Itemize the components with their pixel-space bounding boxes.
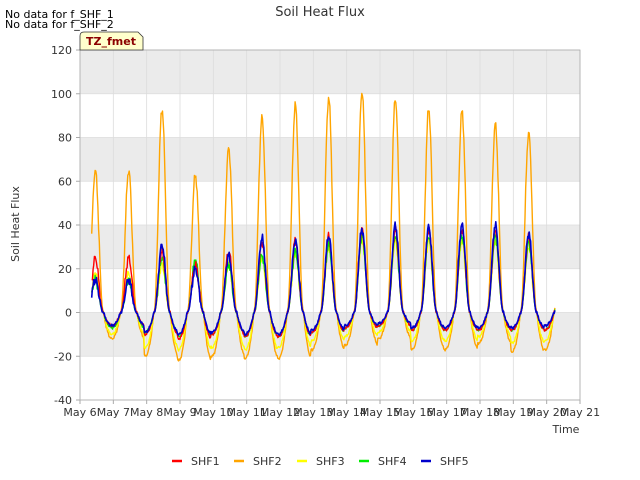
no-data-note-2: No data for f_SHF_2 (5, 18, 114, 31)
y-axis-label: Soil Heat Flux (9, 186, 22, 262)
x-tick-label: May 13 (293, 406, 333, 419)
y-tick-label: -20 (54, 350, 72, 363)
y-tick-label: 20 (58, 263, 72, 276)
axes (76, 49, 581, 404)
x-tick-label: May 9 (163, 406, 196, 419)
y-tick-label: 80 (58, 132, 72, 145)
y-tick-label: 40 (58, 219, 72, 232)
y-tick-label: 100 (51, 88, 72, 101)
x-tick-label: May 20 (527, 406, 567, 419)
y-tick-label: -40 (54, 394, 72, 407)
y-tick-label: 60 (58, 175, 72, 188)
legend-label-shf2: SHF2 (253, 455, 282, 468)
plot-band (80, 50, 580, 94)
x-axis-label: Time (552, 423, 580, 436)
legend-label-shf4: SHF4 (378, 455, 407, 468)
timezone-badge: TZ_fmet (79, 31, 144, 51)
legend-label-shf1: SHF1 (191, 455, 220, 468)
x-tick-label: May 19 (493, 406, 533, 419)
x-tick-label: May 6 (63, 406, 96, 419)
y-tick-label: 120 (51, 44, 72, 57)
series-lines (90, 92, 556, 362)
x-tick-label: May 15 (360, 406, 400, 419)
x-tick-label: May 8 (130, 406, 163, 419)
timezone-badge-label: TZ_fmet (86, 35, 136, 48)
plot-band (80, 312, 580, 357)
no-data-note-1: No data for f_SHF_1 (5, 8, 114, 21)
x-tick-label: May 12 (260, 406, 300, 419)
series-line-shf2 (91, 92, 556, 362)
plot-band (80, 137, 580, 182)
legend: SHF1 SHF2 SHF3 SHF4 SHF5 (172, 455, 469, 468)
chart-title: Soil Heat Flux (275, 5, 365, 20)
x-tick-label: May 21 (560, 406, 600, 419)
x-tick-label: May 18 (460, 406, 500, 419)
series-line-shf5 (90, 221, 556, 337)
y-tick-label: 0 (65, 307, 72, 320)
x-tick-label: May 16 (393, 406, 433, 419)
timezone-badge-box (79, 31, 144, 51)
x-tick-label: May 17 (427, 406, 467, 419)
x-tick-label: May 11 (227, 406, 267, 419)
x-tick-label: May 14 (327, 406, 367, 419)
legend-label-shf3: SHF3 (316, 455, 345, 468)
legend-label-shf5: SHF5 (440, 455, 469, 468)
x-tick-label: May 10 (193, 406, 233, 419)
x-tick-label: May 7 (97, 406, 130, 419)
